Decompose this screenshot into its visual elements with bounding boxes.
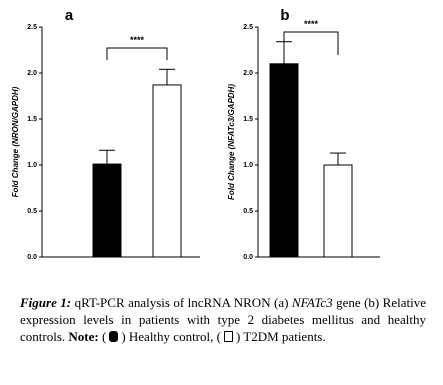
y-axis-label: Fold Change (NFATc3/GAPDH) [227, 84, 236, 200]
y-tick-label: 1.5 [27, 116, 37, 123]
panel-label: a [65, 7, 74, 24]
bar [92, 163, 122, 258]
caption-text: ) Healthy control, ( [121, 329, 221, 344]
y-tick-label: 0.5 [27, 208, 37, 215]
significance-label: **** [130, 35, 145, 45]
y-tick-label: 2.5 [243, 24, 253, 31]
caption-gene: NFATc3 [291, 295, 333, 310]
panel-label: b [280, 7, 289, 24]
significance-label: **** [304, 19, 319, 29]
caption-text: ) T2DM patients. [235, 329, 326, 344]
significance-bracket [106, 47, 168, 60]
y-tick-label: 0.0 [27, 254, 37, 261]
y-tick-label: 2.0 [243, 70, 253, 77]
y-tick-label: 0.0 [243, 254, 253, 261]
y-tick-label: 1.0 [243, 162, 253, 169]
caption-text: gene (b) Relative expression levels in p… [20, 295, 426, 344]
caption-label: Figure 1: [20, 295, 72, 310]
y-tick-label: 2.0 [27, 70, 37, 77]
caption-note: Note: [68, 329, 99, 344]
bar [323, 164, 353, 258]
legend-swatch-healthy [109, 331, 119, 342]
caption: Figure 1: qRT-PCR analysis of lncRNA NRO… [20, 294, 426, 345]
y-tick-label: 1.5 [243, 116, 253, 123]
y-tick-label: 0.5 [243, 208, 253, 215]
legend-swatch-t2dm [223, 331, 233, 342]
y-axis-label: Fold Change (NRON/GAPDH) [11, 86, 20, 197]
bar [152, 84, 182, 258]
caption-text: ( [101, 329, 107, 344]
significance-bracket [283, 31, 339, 55]
y-tick-label: 1.0 [27, 162, 37, 169]
charts: 0.0 0.5 1.0 1.5 2.0 2.5 Fold Change (NRON/GAPD… [11, 7, 380, 261]
caption-text: qRT-PCR analysis of lncRNA NRON (a) [74, 295, 289, 310]
y-tick-label: 2.5 [27, 24, 37, 31]
bar [269, 63, 299, 258]
